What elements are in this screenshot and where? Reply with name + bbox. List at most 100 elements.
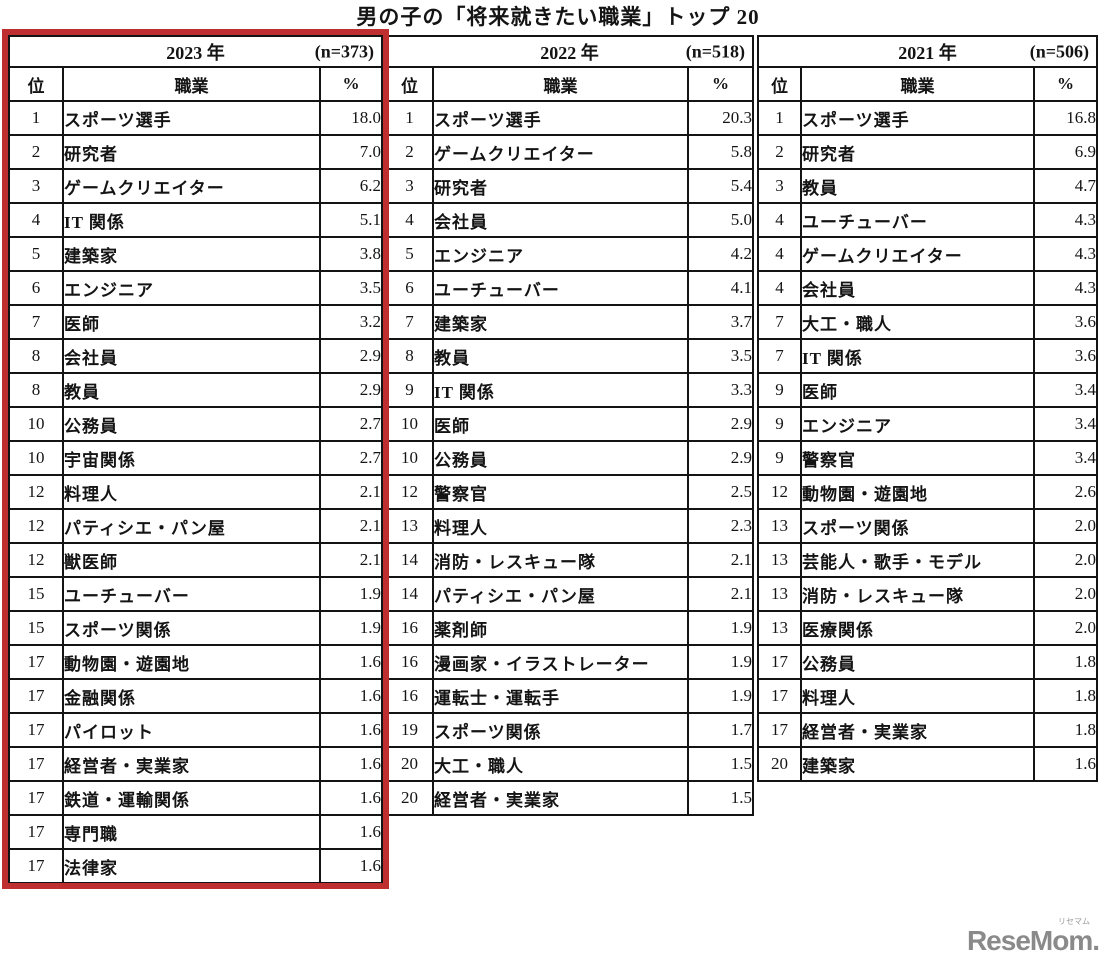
table-row: 20 大工・職人 1.5 [385,746,755,782]
pct-cell: 3.5 [686,338,755,374]
pct-cell: 1.8 [1032,644,1099,680]
pct-cell: 3.3 [686,372,755,408]
pct-cell: 3.5 [318,270,384,306]
rank-cell: 13 [385,508,434,544]
job-cell: 会社員 [432,202,689,238]
rank-column-header: 位 [8,66,64,102]
rank-cell: 17 [8,746,64,782]
job-cell: 運転士・運転手 [432,678,689,714]
table-row: 4 ゲームクリエイター 4.3 [757,236,1099,272]
table-row: 15 スポーツ関係 1.9 [8,610,384,646]
figure-title: 男の子の「将来就きたい職業」トップ 20 [356,5,760,29]
pct-column-header: % [318,66,384,102]
table-row: 5 建築家 3.8 [8,236,384,272]
pct-cell: 5.0 [686,202,755,238]
job-cell: 建築家 [432,304,689,340]
rank-cell: 7 [757,304,802,340]
rank-cell: 20 [757,746,802,782]
ranking-table-2022: 2022 年 (n=518) 位 職業 % 1 スポーツ選手 20.3 2 ゲームクリエ… [385,35,755,816]
table-row: 7 医師 3.2 [8,304,384,340]
rank-cell: 17 [757,678,802,714]
year-header-cell: 2022 年 (n=518) [385,35,754,68]
pct-cell: 4.3 [1032,236,1099,272]
pct-cell: 4.1 [686,270,755,306]
year-header-row: 2022 年 (n=518) [385,35,754,68]
job-cell: 研究者 [432,168,689,204]
pct-cell: 1.7 [686,712,755,748]
job-cell: パイロット [62,712,321,748]
pct-cell: 3.8 [318,236,384,272]
job-cell: ユーチューバー [432,270,689,306]
job-cell: 経営者・実業家 [432,780,689,816]
pct-cell: 3.4 [1032,440,1099,476]
pct-cell: 1.6 [318,814,384,850]
job-cell: パティシエ・パン屋 [432,576,689,612]
rank-cell: 13 [757,542,802,578]
job-cell: 法律家 [62,848,321,884]
rank-cell: 3 [757,168,802,204]
pct-cell: 3.6 [1032,304,1099,340]
rank-cell: 12 [385,474,434,510]
pct-cell: 2.1 [318,542,384,578]
job-cell: 専門職 [62,814,321,850]
table-row: 3 ゲームクリエイター 6.2 [8,168,384,204]
rank-cell: 7 [385,304,434,340]
table-row: 13 料理人 2.3 [385,508,755,544]
rank-cell: 9 [757,406,802,442]
job-cell: 会社員 [800,270,1035,306]
job-cell: ユーチューバー [62,576,321,612]
year-header-cell: 2023 年 (n=373) [8,35,383,68]
job-column-header: 職業 [62,66,321,102]
rank-cell: 17 [8,814,64,850]
job-cell: 公務員 [62,406,321,442]
table-row: 12 獣医師 2.1 [8,542,384,578]
rank-cell: 17 [757,712,802,748]
job-cell: エンジニア [62,270,321,306]
rank-cell: 17 [8,712,64,748]
pct-cell: 7.0 [318,134,384,170]
table-row: 1 スポーツ選手 18.0 [8,100,384,136]
job-cell: スポーツ選手 [800,100,1035,136]
rank-cell: 17 [8,678,64,714]
pct-cell: 1.6 [318,712,384,748]
pct-cell: 3.7 [686,304,755,340]
pct-column-header: % [1032,66,1099,102]
pct-cell: 4.3 [1032,270,1099,306]
job-cell: 会社員 [62,338,321,374]
job-column-header: 職業 [432,66,689,102]
job-cell: 公務員 [432,440,689,476]
pct-cell: 1.6 [318,780,384,816]
pct-cell: 1.9 [318,576,384,612]
rank-cell: 13 [757,508,802,544]
job-cell: 漫画家・イラストレーター [432,644,689,680]
pct-cell: 6.2 [318,168,384,204]
table-row: 9 エンジニア 3.4 [757,406,1099,442]
table-row: 14 パティシエ・パン屋 2.1 [385,576,755,612]
sample-size-label: (n=518) [685,41,745,61]
pct-cell: 1.6 [318,848,384,884]
sample-size-label: (n=373) [314,41,374,61]
job-cell: スポーツ選手 [432,100,689,136]
table-row: 4 会社員 4.3 [757,270,1099,306]
table-row: 4 ユーチューバー 4.3 [757,202,1099,238]
table-row: 12 料理人 2.1 [8,474,384,510]
rank-cell: 12 [8,508,64,544]
table-row: 13 消防・レスキュー隊 2.0 [757,576,1099,612]
rank-cell: 9 [757,440,802,476]
rank-cell: 17 [757,644,802,680]
rank-cell: 10 [8,406,64,442]
rank-cell: 12 [8,474,64,510]
resemom-logo-text: ReseMom [966,925,1093,956]
job-cell: 教員 [62,372,321,408]
job-cell: 大工・職人 [800,304,1035,340]
table-row: 20 建築家 1.6 [757,746,1099,782]
job-cell: 宇宙関係 [62,440,321,476]
pct-cell: 5.8 [686,134,755,170]
rank-cell: 20 [385,780,434,816]
rank-cell: 14 [385,576,434,612]
year-label: 2022 年 [540,42,599,63]
rank-cell: 4 [757,202,802,238]
rank-cell: 6 [8,270,64,306]
rank-cell: 1 [385,100,434,136]
